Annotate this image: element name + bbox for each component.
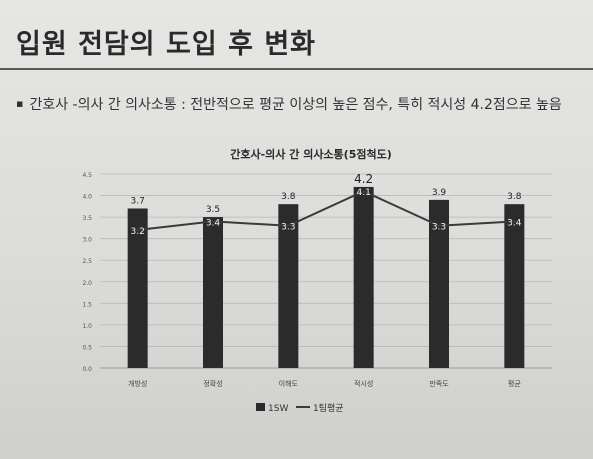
line-data-label: 3.3 bbox=[281, 223, 295, 233]
legend-swatch-bar bbox=[256, 403, 265, 411]
line-data-label: 4.1 bbox=[357, 188, 371, 198]
y-tick-label: 0.0 bbox=[82, 366, 92, 373]
y-tick-label: 2.0 bbox=[82, 280, 92, 287]
bar bbox=[504, 204, 525, 368]
x-axis-ticks: 개방성 정확성 이해도 적시성 만족도 평균 bbox=[128, 379, 521, 388]
bar bbox=[127, 208, 148, 368]
chart-container: 간호사-의사 간 의사소통(5점척도) 0.0 0.5 1.0 1.5 2.0 2.5 3.… bbox=[0, 140, 593, 430]
bar-data-label: 4.2 bbox=[354, 172, 373, 186]
chart-grid bbox=[100, 173, 552, 369]
chart-title: 간호사-의사 간 의사소통(5점척도) bbox=[230, 147, 392, 161]
line-point bbox=[211, 219, 215, 223]
title-divider bbox=[0, 68, 593, 70]
bar-series: 3.7 3.5 3.8 4.2 3.9 3.8 bbox=[127, 172, 525, 368]
line-point bbox=[437, 224, 441, 228]
line-data-label: 3.4 bbox=[206, 218, 221, 228]
line-data-label: 3.2 bbox=[131, 227, 145, 237]
bullet-text: 간호사 -의사 간 의사소통 : 전반적으로 평균 이상의 높은 점수, 특히 … bbox=[29, 97, 562, 113]
y-tick-label: 2.5 bbox=[82, 258, 92, 265]
x-tick-label: 만족도 bbox=[429, 379, 449, 388]
line-data-label: 3.4 bbox=[507, 218, 522, 228]
bar-data-label: 3.9 bbox=[432, 188, 447, 198]
y-tick-label: 1.5 bbox=[82, 301, 92, 308]
bar bbox=[353, 186, 374, 368]
x-tick-label: 이해도 bbox=[279, 379, 299, 388]
line-point bbox=[136, 228, 140, 232]
legend-label: 1팀평균 bbox=[313, 402, 344, 414]
y-tick-label: 3.5 bbox=[82, 215, 92, 222]
line-point bbox=[512, 219, 516, 223]
y-tick-label: 3.0 bbox=[82, 237, 92, 244]
series-line bbox=[137, 190, 515, 232]
bar-data-label: 3.8 bbox=[507, 192, 522, 202]
line-series: 3.2 3.4 3.3 4.1 3.3 3.4 bbox=[131, 188, 522, 237]
bar bbox=[278, 204, 299, 368]
bar bbox=[203, 217, 223, 368]
x-tick-label: 평균 bbox=[508, 379, 521, 388]
bar-data-label: 3.8 bbox=[281, 192, 296, 202]
bullet-marker: ▪ bbox=[16, 97, 24, 110]
x-tick-label: 개방성 bbox=[128, 379, 147, 388]
y-tick-label: 4.5 bbox=[82, 172, 92, 179]
bullet-line: ▪ 간호사 -의사 간 의사소통 : 전반적으로 평균 이상의 높은 점수, 특히… bbox=[16, 94, 562, 114]
y-axis-ticks: 0.0 0.5 1.0 1.5 2.0 2.5 3.0 3.5 4.0 4.5 bbox=[82, 172, 92, 373]
y-tick-label: 1.0 bbox=[82, 323, 92, 330]
y-tick-label: 0.5 bbox=[82, 344, 92, 351]
line-point bbox=[362, 189, 366, 193]
x-tick-label: 적시성 bbox=[354, 379, 373, 388]
bar-data-label: 3.7 bbox=[131, 196, 145, 206]
bar-data-label: 3.5 bbox=[206, 205, 220, 215]
chart-legend: 1SW 1팀평균 bbox=[256, 402, 344, 414]
slide-title: 입원 전담의 도입 후 변화 bbox=[16, 29, 316, 60]
line-data-label: 3.3 bbox=[432, 223, 446, 233]
y-tick-label: 4.0 bbox=[82, 194, 92, 201]
line-point bbox=[286, 224, 290, 228]
chart: 간호사-의사 간 의사소통(5점척도) 0.0 0.5 1.0 1.5 2.0 2.5 3.… bbox=[82, 147, 552, 414]
bar bbox=[429, 199, 449, 368]
legend-label: 1SW bbox=[268, 404, 288, 414]
x-tick-label: 정확성 bbox=[203, 379, 222, 388]
